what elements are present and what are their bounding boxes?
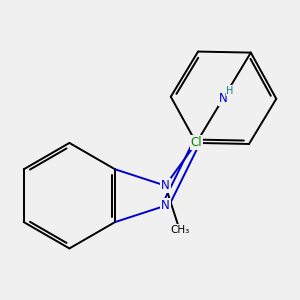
Text: N: N xyxy=(161,199,170,212)
Text: Cl: Cl xyxy=(190,136,202,149)
Text: N: N xyxy=(219,92,228,105)
Text: N: N xyxy=(161,179,170,192)
Text: H: H xyxy=(226,86,233,96)
Text: CH₃: CH₃ xyxy=(170,225,189,235)
